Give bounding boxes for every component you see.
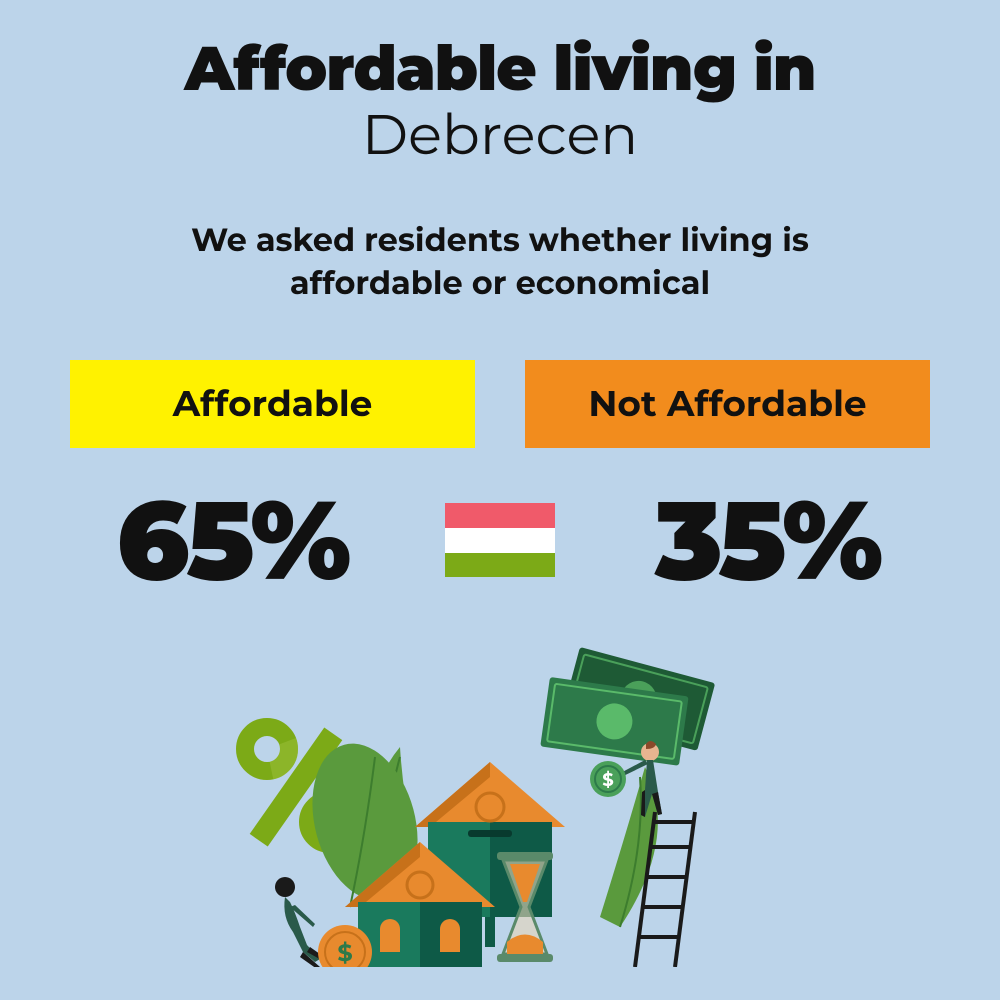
flag-stripe-2 (445, 528, 555, 553)
housing-illustration-icon: $ $ (190, 627, 810, 967)
box-affordable: Affordable (70, 360, 475, 448)
flag-stripe-1 (445, 503, 555, 528)
boxes-row: Affordable Not Affordable (60, 360, 940, 448)
subtitle: We asked residents whether living is aff… (60, 219, 940, 305)
percentages-row: 65% 35% (60, 473, 940, 607)
flag-icon (445, 503, 555, 577)
percent-not-affordable: 35% (595, 473, 940, 607)
percent-affordable: 65% (60, 473, 405, 607)
title-line1: Affordable living in (60, 30, 940, 106)
svg-text:$: $ (337, 939, 352, 967)
illustration: $ $ (60, 637, 940, 967)
flag-stripe-3 (445, 553, 555, 578)
box-not-affordable: Not Affordable (525, 360, 930, 448)
svg-text:$: $ (602, 769, 613, 791)
title-city: Debrecen (60, 101, 940, 169)
